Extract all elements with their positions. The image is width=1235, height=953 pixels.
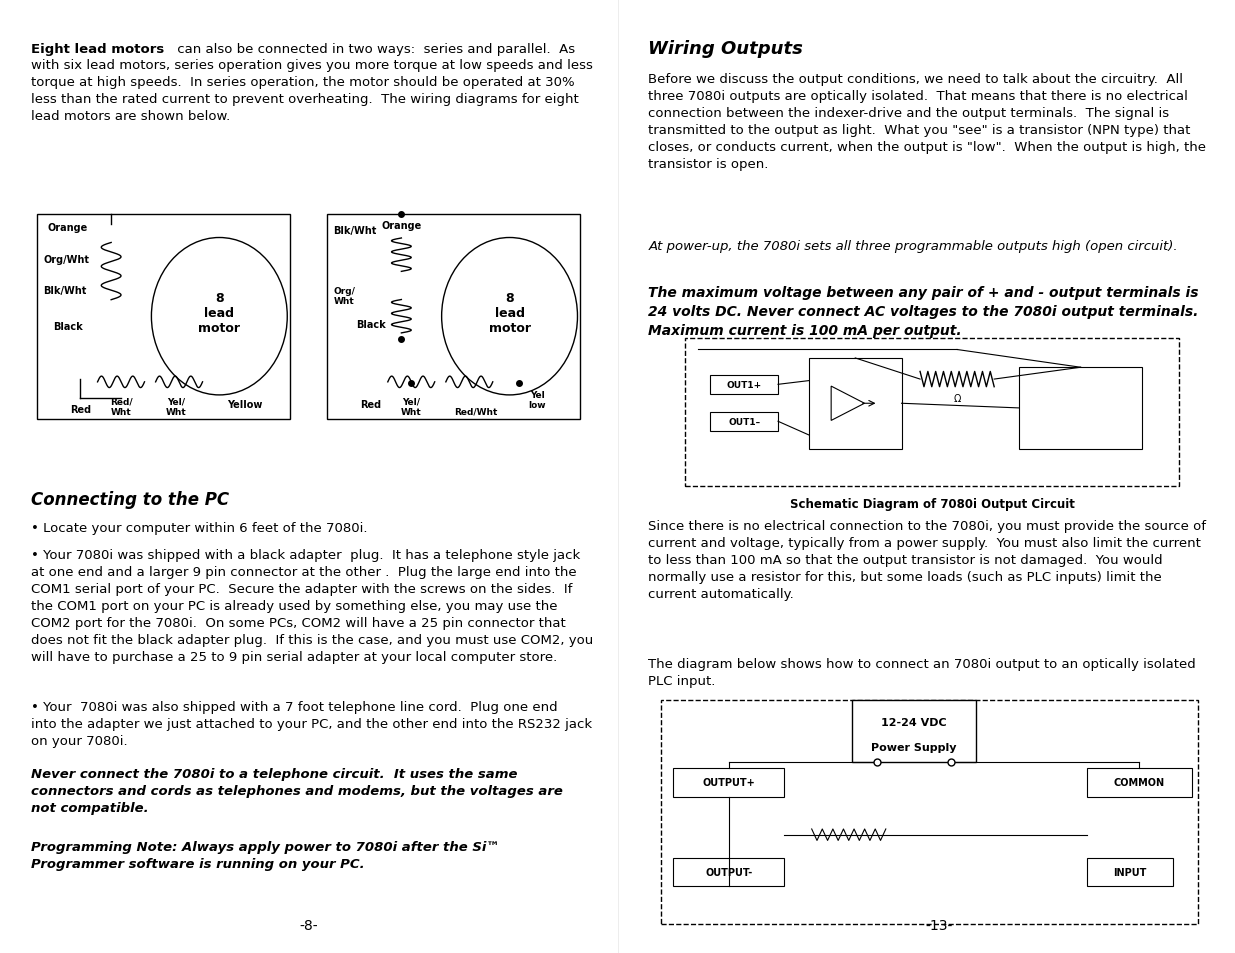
FancyBboxPatch shape xyxy=(327,214,580,419)
FancyBboxPatch shape xyxy=(710,375,778,395)
Text: Programming Note: Always apply power to 7080i after the Si™
Programmer software : Programming Note: Always apply power to … xyxy=(31,841,499,870)
Text: Org/
Wht: Org/ Wht xyxy=(333,287,356,306)
Text: Yel/
Wht: Yel/ Wht xyxy=(167,397,186,416)
Text: can also be connected in two ways:  series and parallel.  As: can also be connected in two ways: serie… xyxy=(173,43,576,56)
FancyBboxPatch shape xyxy=(852,700,976,762)
Text: Ω: Ω xyxy=(953,394,961,404)
FancyBboxPatch shape xyxy=(809,358,902,449)
Text: 12-24 VDC: 12-24 VDC xyxy=(881,718,947,727)
Text: 8
lead
motor: 8 lead motor xyxy=(489,292,531,335)
FancyBboxPatch shape xyxy=(1087,768,1192,797)
Text: Blk/Wht: Blk/Wht xyxy=(333,226,377,235)
Text: The maximum voltage between any pair of + and - output terminals is
24 volts DC.: The maximum voltage between any pair of … xyxy=(648,286,1199,337)
Text: Red/
Wht: Red/ Wht xyxy=(110,397,132,416)
Text: Since there is no electrical connection to the 7080i, you must provide the sourc: Since there is no electrical connection … xyxy=(648,519,1207,600)
Text: • Locate your computer within 6 feet of the 7080i.: • Locate your computer within 6 feet of … xyxy=(31,521,367,535)
FancyBboxPatch shape xyxy=(1019,368,1142,449)
Text: Connecting to the PC: Connecting to the PC xyxy=(31,491,228,509)
FancyBboxPatch shape xyxy=(673,858,784,886)
Ellipse shape xyxy=(442,238,578,395)
Text: • Your  7080i was also shipped with a 7 foot telephone line cord.  Plug one end
: • Your 7080i was also shipped with a 7 f… xyxy=(31,700,592,747)
Text: 8
lead
motor: 8 lead motor xyxy=(199,292,241,335)
Text: Yel/
Wht: Yel/ Wht xyxy=(401,397,421,416)
FancyBboxPatch shape xyxy=(673,768,784,797)
Text: INPUT: INPUT xyxy=(1113,867,1147,877)
Text: Org/Wht: Org/Wht xyxy=(43,254,89,265)
Text: Schematic Diagram of 7080i Output Circuit: Schematic Diagram of 7080i Output Circui… xyxy=(790,497,1074,511)
Text: Black: Black xyxy=(53,322,83,332)
FancyBboxPatch shape xyxy=(37,214,290,419)
Text: OUT1–: OUT1– xyxy=(727,417,761,426)
Text: Red/Wht: Red/Wht xyxy=(453,408,498,416)
Text: Red: Red xyxy=(359,400,382,410)
Text: -13-: -13- xyxy=(925,918,952,932)
Text: Red: Red xyxy=(69,405,91,415)
FancyBboxPatch shape xyxy=(1087,858,1173,886)
Text: OUTPUT+: OUTPUT+ xyxy=(703,778,755,787)
Text: OUTPUT-: OUTPUT- xyxy=(705,867,752,877)
FancyBboxPatch shape xyxy=(710,413,778,432)
Text: Power Supply: Power Supply xyxy=(871,742,957,752)
Text: COMMON: COMMON xyxy=(1114,778,1165,787)
Text: Never connect the 7080i to a telephone circuit.  It uses the same
connectors and: Never connect the 7080i to a telephone c… xyxy=(31,767,563,814)
Text: Orange: Orange xyxy=(48,223,88,233)
Text: The diagram below shows how to connect an 7080i output to an optically isolated
: The diagram below shows how to connect a… xyxy=(648,658,1197,687)
FancyBboxPatch shape xyxy=(685,338,1179,486)
Text: OUT1+: OUT1+ xyxy=(726,380,762,390)
Text: Wiring Outputs: Wiring Outputs xyxy=(648,40,803,58)
Text: At power-up, the 7080i sets all three programmable outputs high (open circuit).: At power-up, the 7080i sets all three pr… xyxy=(648,240,1178,253)
Text: Black: Black xyxy=(356,320,385,330)
Text: Orange: Orange xyxy=(382,220,421,231)
Text: Yel
low: Yel low xyxy=(529,391,546,410)
Text: Yellow: Yellow xyxy=(227,400,262,410)
Text: Before we discuss the output conditions, we need to talk about the circuitry.  A: Before we discuss the output conditions,… xyxy=(648,73,1207,172)
FancyBboxPatch shape xyxy=(661,700,1198,924)
Text: • Your 7080i was shipped with a black adapter  plug.  It has a telephone style j: • Your 7080i was shipped with a black ad… xyxy=(31,548,593,663)
Text: Blk/Wht: Blk/Wht xyxy=(43,285,86,295)
Ellipse shape xyxy=(152,238,288,395)
Text: with six lead motors, series operation gives you more torque at low speeds and l: with six lead motors, series operation g… xyxy=(31,59,593,123)
Text: -8-: -8- xyxy=(299,918,319,932)
Text: Eight lead motors: Eight lead motors xyxy=(31,43,164,56)
